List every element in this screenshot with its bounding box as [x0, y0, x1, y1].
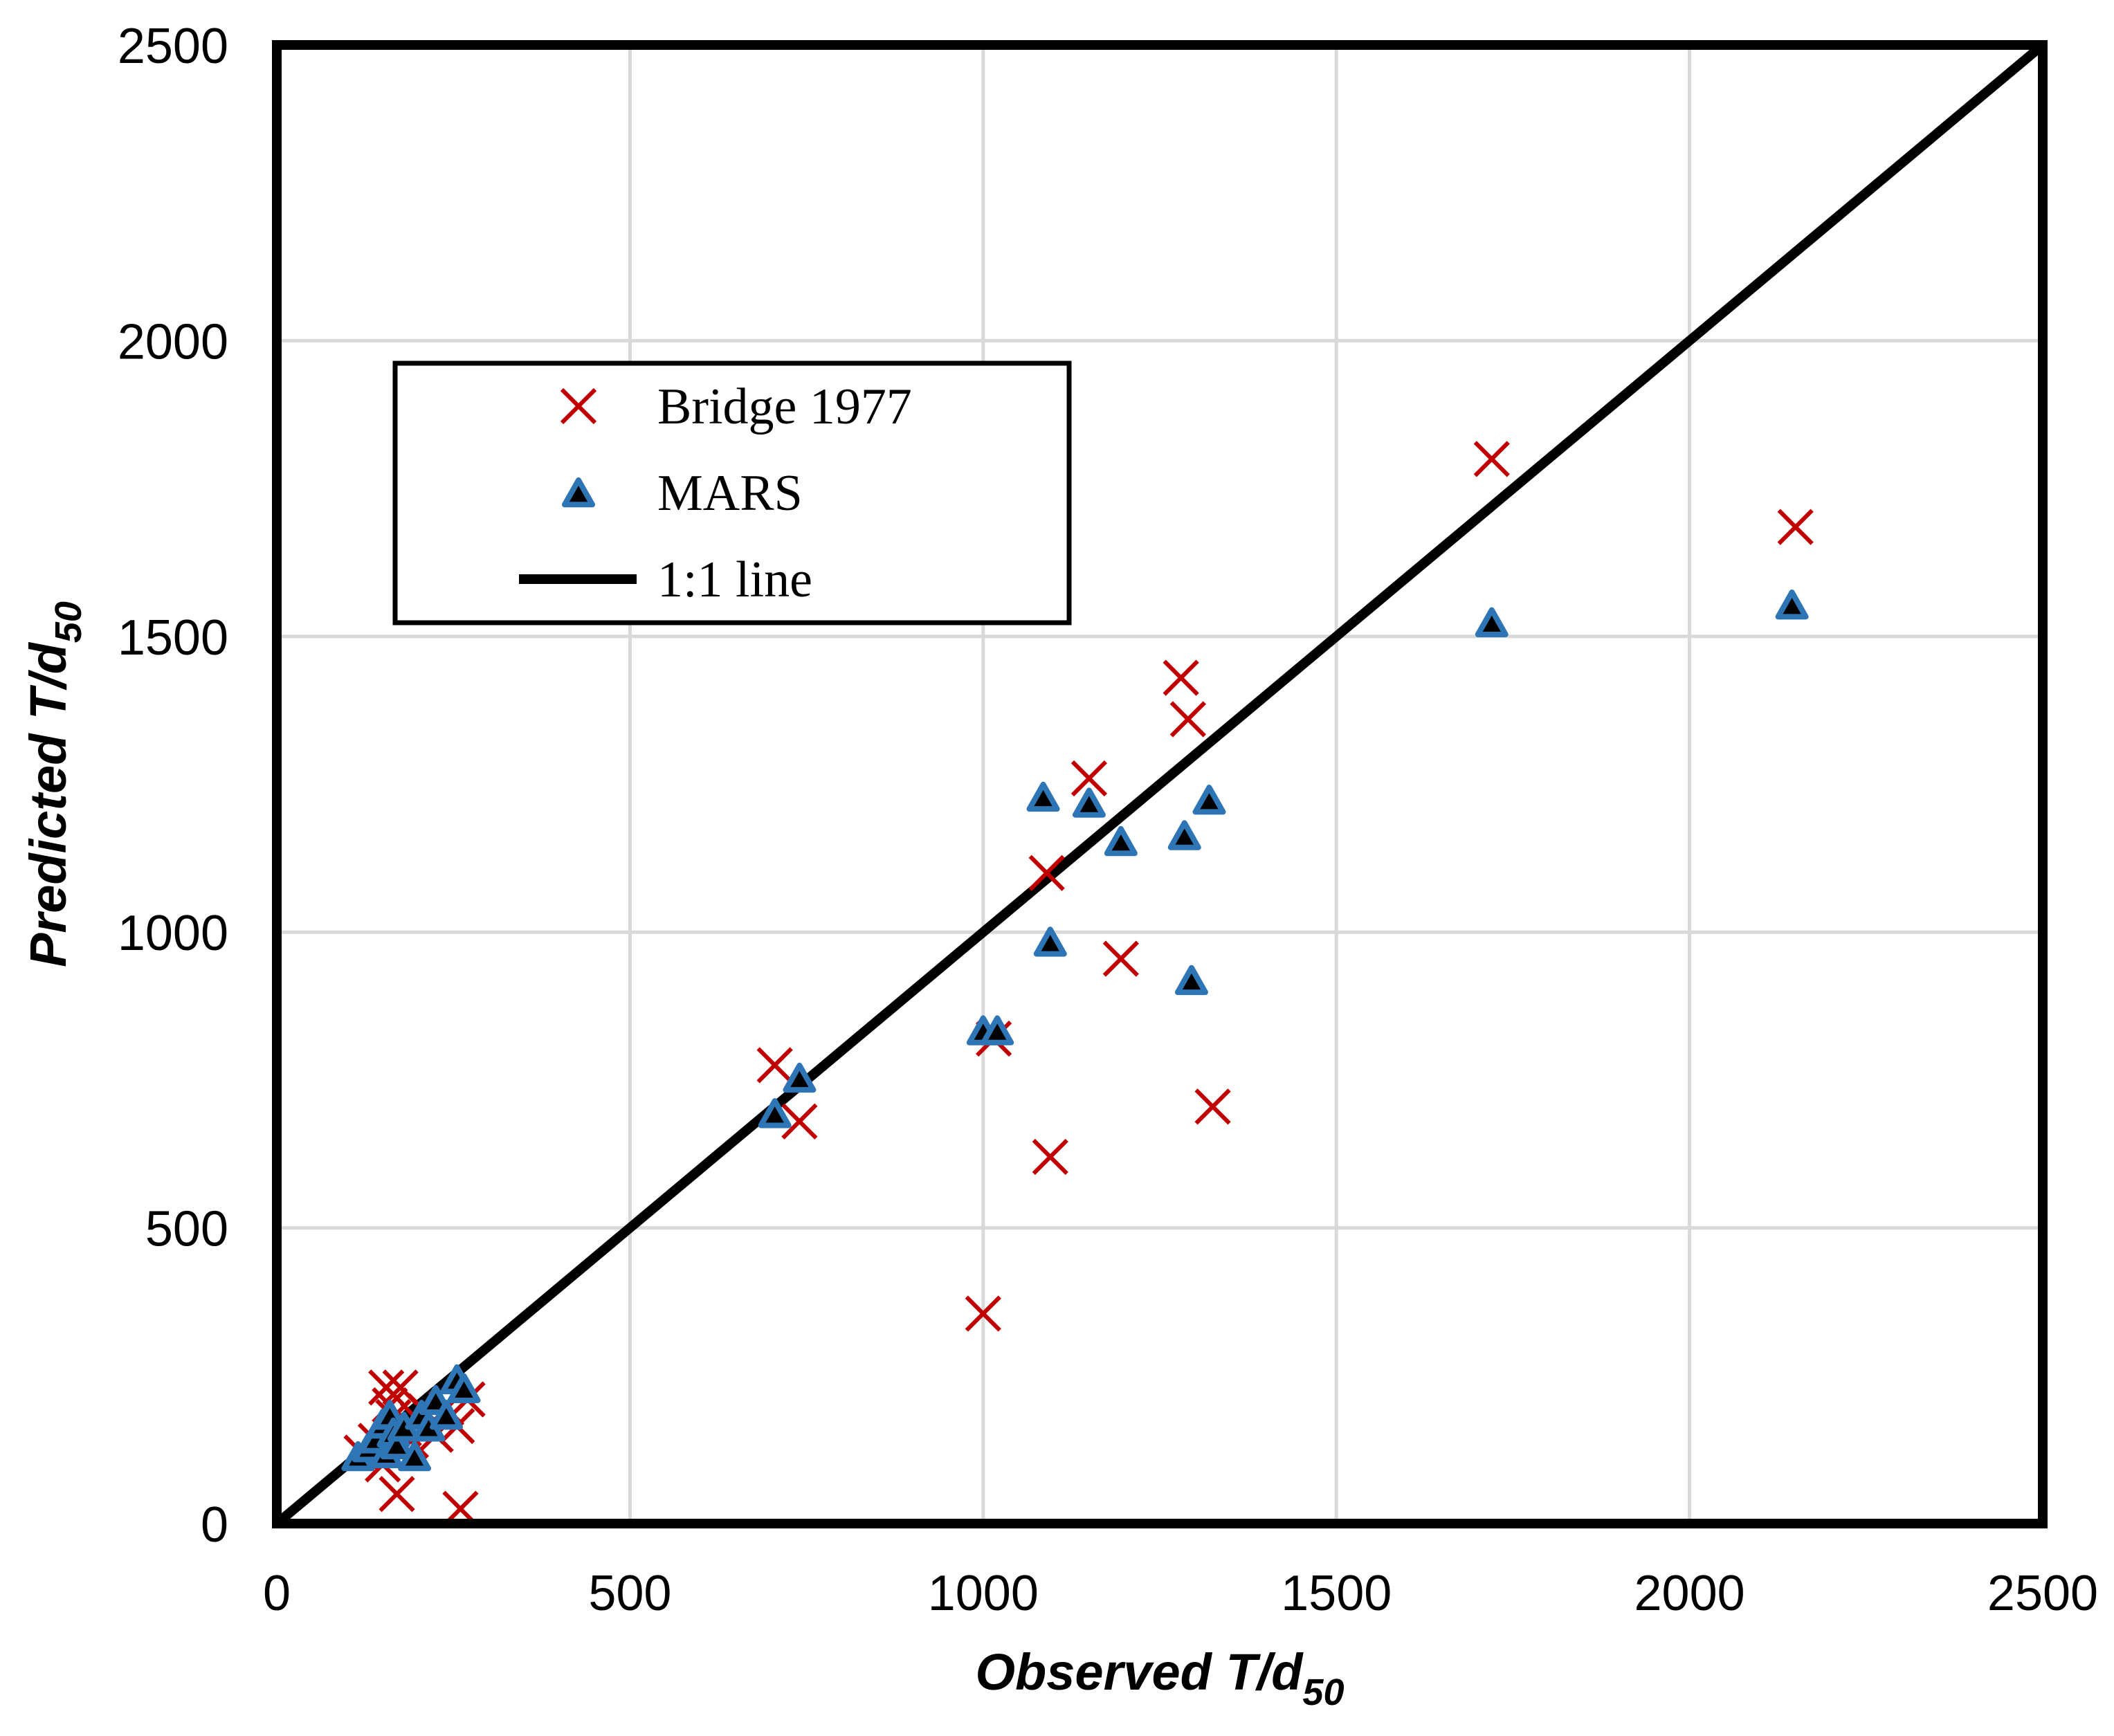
legend-bridge-marker: [560, 387, 597, 425]
one-to-one-line-layer: [273, 41, 2046, 1528]
y-tick-label-2000: 2000: [118, 314, 228, 369]
y-axis-title-main: Predicted T/d: [19, 641, 77, 967]
legend-mars-triangle-icon: [562, 477, 595, 508]
bridge-point-28: [1473, 441, 1510, 477]
mars-point-24: [1167, 820, 1201, 850]
legend-box: [392, 360, 1072, 625]
x-tick-label-0: 0: [263, 1566, 291, 1621]
plot-frame: [272, 40, 2048, 1528]
mars-point-28: [1775, 589, 1809, 620]
mars-point-23: [1104, 825, 1138, 857]
mars-point-13: [429, 1400, 463, 1430]
y-axis-title-subscript: 50: [48, 601, 89, 643]
bridge-point-29: [1777, 509, 1814, 545]
mars-point-7: [380, 1429, 414, 1460]
y-tick-labels: 0 500 1000 1500 2000 2500: [118, 19, 228, 1553]
legend-label-bridge: Bridge 1977: [657, 378, 912, 435]
x-tick-labels: 0 500 1000 1500 2000 2500: [263, 1566, 2098, 1621]
x-tick-label-2000: 2000: [1634, 1566, 1745, 1621]
mars-series: [341, 589, 1809, 1472]
y-tick-label-1500: 1500: [118, 610, 228, 666]
bridge-point-27: [1194, 1088, 1231, 1125]
bridge-point-23: [1070, 760, 1108, 797]
bridge-point-18: [781, 1103, 818, 1140]
x-tick-label-500: 500: [588, 1566, 671, 1621]
y-tick-label-0: 0: [201, 1497, 228, 1553]
mars-point-25: [1174, 965, 1208, 996]
y-axis-title: Predicted T/d50: [19, 601, 89, 967]
bridge-point-19: [965, 1295, 1001, 1332]
legend-bridge-x-icon: [560, 387, 597, 425]
mars-point-17: [783, 1062, 817, 1093]
bridge-point-26: [1169, 701, 1206, 738]
mars-point-26: [1192, 785, 1226, 815]
legend-label-line: 1:1 line: [657, 551, 812, 608]
bridge-point-25: [1163, 659, 1199, 696]
gridlines: [275, 43, 2045, 1526]
bridge-point-22: [1032, 1138, 1068, 1176]
mars-point-27: [1475, 607, 1509, 637]
bridge-point-21: [1028, 855, 1065, 891]
mars-point-16: [758, 1098, 792, 1129]
mars-point-9: [398, 1441, 432, 1472]
x-tick-label-1000: 1000: [928, 1566, 1039, 1621]
x-tick-label-1500: 1500: [1281, 1566, 1392, 1621]
mars-point-19: [981, 1015, 1014, 1045]
mars-point-21: [1033, 926, 1067, 957]
bridge-point-6: [379, 1476, 415, 1513]
x-tick-label-2500: 2500: [1987, 1566, 2098, 1621]
bridge-point-24: [1102, 940, 1139, 977]
x-axis-title-subscript: 50: [1302, 1672, 1344, 1713]
y-tick-label-2500: 2500: [118, 19, 228, 74]
mars-point-15: [447, 1373, 481, 1403]
bridge-point-17: [756, 1047, 793, 1084]
one-to-one-line: [273, 41, 2046, 1528]
legend-label-mars: MARS: [657, 465, 803, 522]
x-axis-title-main: Observed T/d: [976, 1643, 1304, 1701]
mars-point-22: [1072, 787, 1106, 818]
legend: Bridge 1977 MARS 1:1 line: [392, 360, 1072, 625]
legend-mars-marker: [562, 477, 595, 508]
mars-point-20: [1026, 781, 1060, 812]
y-tick-label-500: 500: [145, 1202, 228, 1257]
x-axis-title: Observed T/d50: [976, 1643, 1345, 1713]
y-tick-label-1000: 1000: [118, 906, 228, 961]
